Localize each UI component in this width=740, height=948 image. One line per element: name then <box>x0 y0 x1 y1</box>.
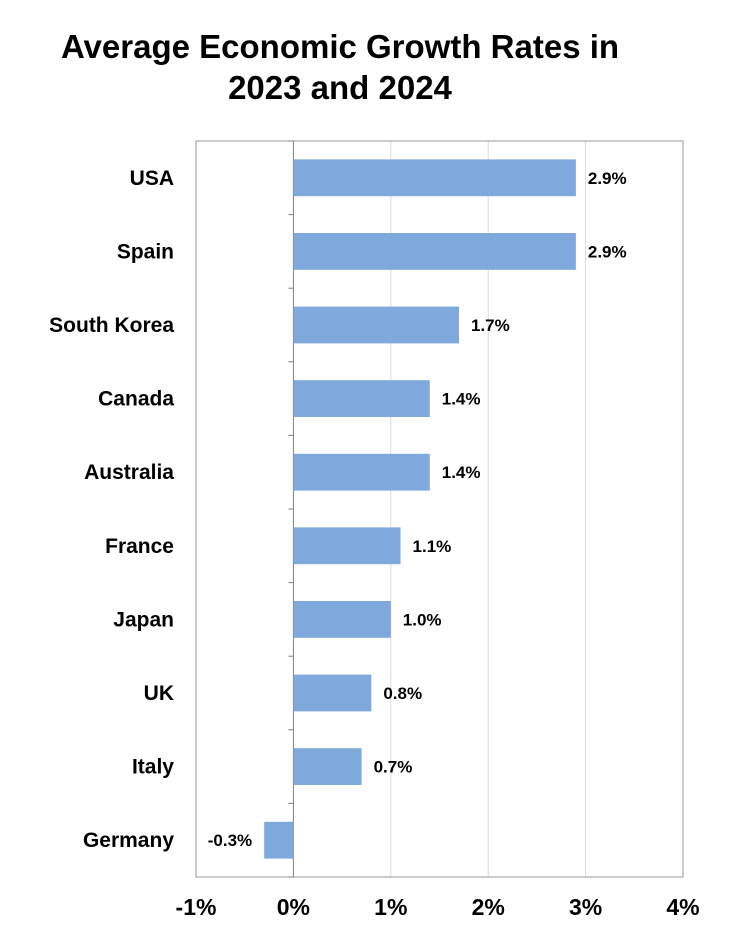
chart-title-line-2: 2023 and 2024 <box>228 69 452 106</box>
category-label: UK <box>144 682 174 705</box>
data-label: 0.8% <box>383 684 422 703</box>
bar <box>293 453 430 491</box>
bar <box>293 306 459 344</box>
category-label: Canada <box>98 388 174 411</box>
plot-frame <box>195 140 684 878</box>
bar <box>293 380 430 417</box>
x-tick-label: 4% <box>666 894 699 920</box>
chart-title: Average Economic Growth Rates in 2023 an… <box>0 26 680 108</box>
category-label: France <box>105 535 174 558</box>
bar <box>293 527 401 565</box>
category-label: Australia <box>84 461 174 484</box>
category-label: Germany <box>83 829 174 852</box>
bar-layer <box>264 159 576 859</box>
category-label: USA <box>130 167 174 190</box>
data-label: 0.7% <box>374 758 413 777</box>
data-label: 1.7% <box>471 316 510 335</box>
category-label: Japan <box>113 608 174 631</box>
bar <box>293 159 576 197</box>
chart-title-line-1: Average Economic Growth Rates in <box>60 28 620 65</box>
x-tick-label: 0% <box>277 894 310 920</box>
bar <box>293 674 372 712</box>
bar <box>293 233 576 270</box>
data-label: 1.4% <box>442 463 481 482</box>
data-label: 2.9% <box>588 169 627 188</box>
bar <box>293 748 362 785</box>
category-label: Italy <box>132 756 174 779</box>
data-label: -0.3% <box>208 831 252 850</box>
x-tick-label: 3% <box>569 894 602 920</box>
data-label: 1.4% <box>442 390 481 409</box>
bar <box>264 821 294 859</box>
category-label: Spain <box>117 240 174 263</box>
data-label: 1.0% <box>403 610 442 629</box>
data-label: 2.9% <box>588 242 627 261</box>
label-layer: USA 2.9% Spain 2.9% South Korea 1.7% Canada 1.4… <box>49 167 699 920</box>
bar <box>293 601 391 638</box>
x-tick-label: -1% <box>176 894 217 920</box>
x-tick-label: 1% <box>374 894 407 920</box>
data-label: 1.1% <box>413 537 452 556</box>
x-tick-label: 2% <box>472 894 505 920</box>
category-label: South Korea <box>49 314 174 337</box>
